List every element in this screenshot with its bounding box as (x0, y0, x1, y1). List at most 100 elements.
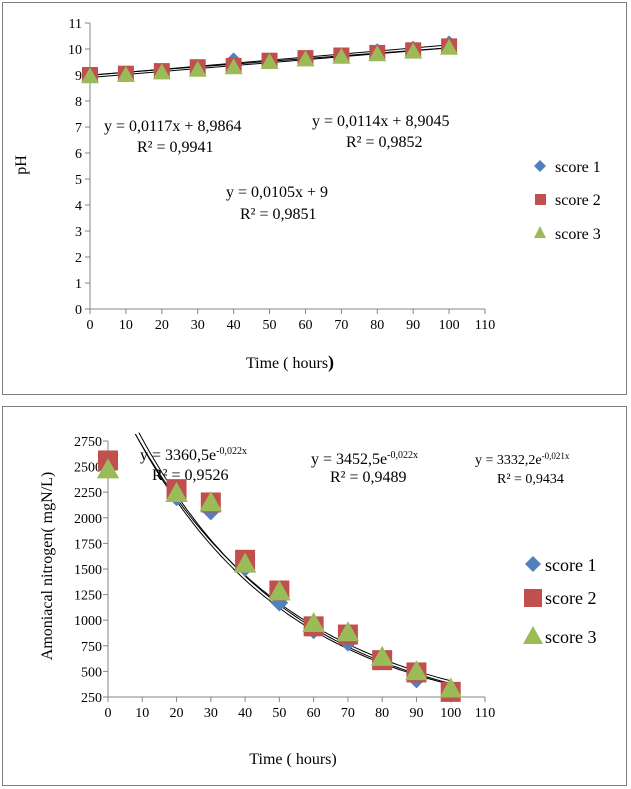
ammonia-legend-label-2: score 2 (545, 588, 596, 608)
y-tick-label: 2750 (74, 435, 102, 450)
data-point-series-3 (404, 42, 423, 59)
y-tick-label: 9 (75, 69, 82, 84)
ammonia-data-points (96, 450, 462, 703)
y-tick-label: 1500 (74, 563, 102, 578)
legend-triangle-icon (534, 226, 546, 238)
ph-trend-r2-3: R² = 0,9851 (240, 206, 317, 223)
trendline-3 (134, 433, 451, 682)
ammonia-trend-eq-3: y = 3332,2e-0,021x (475, 451, 570, 468)
ammonia-trend-eq-1: y = 3360,5e-0,022x (140, 446, 247, 464)
ph-trend-eq-1: y = 0,0117x + 8,9864 (104, 118, 241, 135)
y-tick-label: 2000 (74, 512, 102, 527)
x-tick-label: 60 (307, 706, 321, 721)
y-tick-label: 1750 (74, 537, 102, 552)
x-tick-label: 30 (204, 706, 218, 721)
x-tick-label: 90 (409, 706, 423, 721)
x-tick-label: 90 (406, 318, 420, 333)
y-tick-label: 10 (68, 43, 82, 58)
data-point-series-3 (165, 481, 188, 502)
x-tick-label: 50 (272, 706, 286, 721)
ph-trend-eq-3: y = 0,0105x + 9 (226, 184, 328, 201)
x-tick-label: 0 (87, 318, 94, 333)
data-point-series-3 (224, 58, 243, 75)
y-tick-label: 500 (81, 665, 102, 680)
y-tick-label: 2500 (74, 461, 102, 476)
ph-legend-label-3: score 3 (555, 226, 601, 243)
data-point-series-3 (116, 66, 135, 82)
legend-square-icon (524, 589, 542, 607)
data-point-series-3 (302, 612, 325, 633)
ammonia-y-axis-label: Amoniacal nitrogen( mgN/L) (39, 472, 56, 660)
ammonia-trend-eq-2: y = 3452,5e-0,022x (311, 450, 418, 468)
x-tick-label: 110 (475, 706, 495, 721)
x-tick-label: 0 (105, 706, 112, 721)
data-point-series-3 (439, 677, 462, 698)
ammonia-chart: 2505007501000125015001750200022502500275… (39, 432, 596, 768)
legend-diamond-icon (525, 556, 541, 572)
data-point-series-3 (260, 53, 279, 69)
x-tick-label: 40 (238, 706, 252, 721)
y-tick-label: 5 (75, 173, 82, 188)
data-point-series-3 (81, 67, 99, 84)
legend-diamond-icon (534, 160, 546, 172)
trendline-2 (138, 432, 451, 684)
ph-x-axis-label: Time ( hours) (246, 352, 334, 373)
y-tick-label: 0 (75, 303, 82, 318)
y-tick-label: 1 (75, 277, 82, 292)
x-tick-label: 10 (135, 706, 149, 721)
ammonia-x-axis-label: Time ( hours) (249, 751, 336, 768)
ph-legend-label-2: score 2 (555, 192, 601, 209)
x-tick-label: 70 (341, 706, 355, 721)
x-tick-label: 40 (227, 318, 241, 333)
data-point-series-3 (336, 621, 360, 642)
legend-square-icon (535, 194, 546, 205)
data-point-series-3 (152, 63, 171, 80)
data-point-series-3 (268, 580, 291, 601)
y-tick-label: 4 (75, 199, 82, 214)
data-point-series-3 (199, 491, 223, 512)
data-point-series-3 (368, 45, 387, 62)
ammonia-trend-r2-2: R² = 0,9489 (330, 469, 407, 486)
y-tick-label: 2250 (74, 486, 102, 501)
ph-legend: score 1 score 2 score 3 (534, 159, 601, 243)
y-tick-label: 7 (75, 121, 82, 136)
ph-trend-r2-2: R² = 0,9852 (346, 134, 423, 151)
x-tick-label: 110 (475, 318, 495, 333)
x-tick-label: 20 (155, 318, 169, 333)
legend-triangle-icon (523, 626, 543, 644)
x-tick-label: 80 (370, 318, 384, 333)
ph-y-axis-label: pH (13, 155, 30, 175)
y-tick-label: 6 (75, 147, 82, 162)
x-tick-label: 50 (263, 318, 277, 333)
x-tick-label: 100 (440, 706, 461, 721)
ammonia-legend: score 1 score 2 score 3 (523, 555, 596, 647)
y-tick-label: 2 (75, 251, 82, 266)
ammonia-trend-r2-1: R² = 0,9526 (152, 467, 229, 484)
data-point-series-3 (440, 38, 459, 55)
data-point-series-3 (332, 47, 351, 64)
data-point-series-3 (96, 458, 120, 479)
y-tick-label: 250 (81, 691, 102, 706)
x-tick-label: 20 (170, 706, 184, 721)
ph-trend-eq-2: y = 0,0114x + 8,9045 (312, 113, 449, 130)
x-tick-label: 80 (375, 706, 389, 721)
ph-data-points (81, 35, 459, 84)
ammonia-trendlines (134, 432, 451, 685)
x-tick-label: 10 (119, 318, 133, 333)
x-tick-label: 60 (298, 318, 312, 333)
x-tick-label: 30 (191, 318, 205, 333)
y-tick-label: 1000 (74, 614, 102, 629)
ammonia-legend-label-3: score 3 (545, 627, 596, 647)
ph-legend-label-1: score 1 (555, 159, 601, 176)
ammonia-axes: 2505007501000125015001750200022502500275… (74, 435, 495, 721)
ammonia-legend-label-1: score 1 (545, 555, 596, 575)
x-tick-label: 70 (334, 318, 348, 333)
x-tick-label: 100 (439, 318, 460, 333)
data-point-series-3 (405, 660, 428, 681)
ph-trend-r2-1: R² = 0,9941 (137, 139, 214, 156)
data-point-series-3 (296, 50, 315, 67)
data-point-series-3 (370, 645, 394, 666)
